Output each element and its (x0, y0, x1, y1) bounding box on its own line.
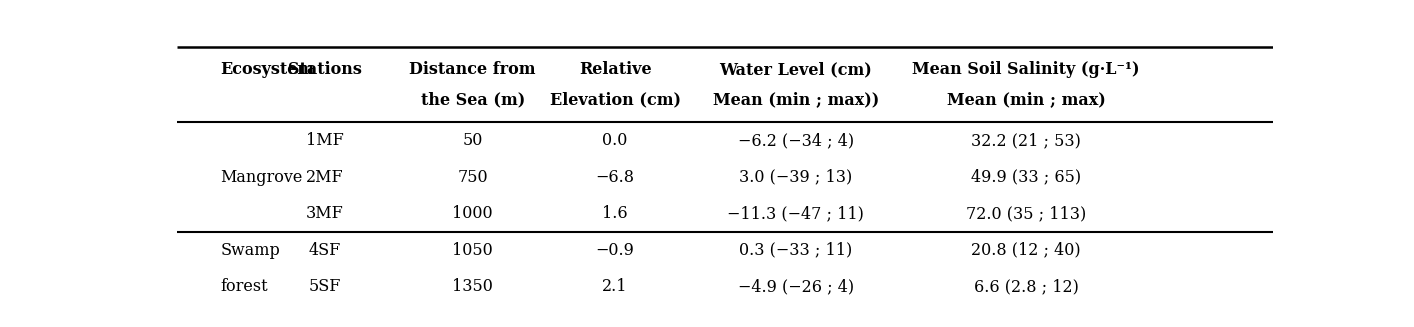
Text: −11.3 (−47 ; 11): −11.3 (−47 ; 11) (727, 205, 864, 222)
Text: Swamp: Swamp (221, 242, 280, 259)
Text: 3.0 (−39 ; 13): 3.0 (−39 ; 13) (740, 169, 853, 186)
Text: −6.8: −6.8 (595, 169, 635, 186)
Text: 72.0 (35 ; 113): 72.0 (35 ; 113) (966, 205, 1086, 222)
Text: 1.6: 1.6 (602, 205, 628, 222)
Text: 2.1: 2.1 (602, 278, 628, 295)
Text: 2MF: 2MF (305, 169, 344, 186)
Text: Relative: Relative (578, 61, 652, 78)
Text: 750: 750 (457, 169, 488, 186)
Text: Stations: Stations (288, 61, 362, 78)
Text: −6.2 (−34 ; 4): −6.2 (−34 ; 4) (738, 132, 854, 149)
Text: Ecosystem: Ecosystem (221, 61, 315, 78)
Text: Mean (min ; max): Mean (min ; max) (946, 91, 1106, 108)
Text: −0.9: −0.9 (595, 242, 635, 259)
Text: Water Level (cm): Water Level (cm) (720, 61, 872, 78)
Text: 1050: 1050 (452, 242, 493, 259)
Text: Mean Soil Salinity (g·L⁻¹): Mean Soil Salinity (g·L⁻¹) (912, 61, 1140, 78)
Text: forest: forest (221, 278, 269, 295)
Text: 0.3 (−33 ; 11): 0.3 (−33 ; 11) (740, 242, 853, 259)
Text: Mean (min ; max)): Mean (min ; max)) (713, 91, 880, 108)
Text: −4.9 (−26 ; 4): −4.9 (−26 ; 4) (738, 278, 854, 295)
Text: 49.9 (33 ; 65): 49.9 (33 ; 65) (971, 169, 1082, 186)
Text: Elevation (cm): Elevation (cm) (550, 91, 680, 108)
Text: 1350: 1350 (452, 278, 493, 295)
Text: 0.0: 0.0 (602, 132, 628, 149)
Text: 32.2 (21 ; 53): 32.2 (21 ; 53) (971, 132, 1080, 149)
Text: 1MF: 1MF (305, 132, 344, 149)
Text: 50: 50 (462, 132, 482, 149)
Text: Distance from: Distance from (410, 61, 536, 78)
Text: Mangrove: Mangrove (221, 169, 303, 186)
Text: 4SF: 4SF (308, 242, 341, 259)
Text: 3MF: 3MF (305, 205, 344, 222)
Text: 1000: 1000 (452, 205, 493, 222)
Text: 6.6 (2.8 ; 12): 6.6 (2.8 ; 12) (974, 278, 1079, 295)
Text: the Sea (m): the Sea (m) (420, 91, 525, 108)
Text: 20.8 (12 ; 40): 20.8 (12 ; 40) (971, 242, 1080, 259)
Text: 5SF: 5SF (308, 278, 341, 295)
